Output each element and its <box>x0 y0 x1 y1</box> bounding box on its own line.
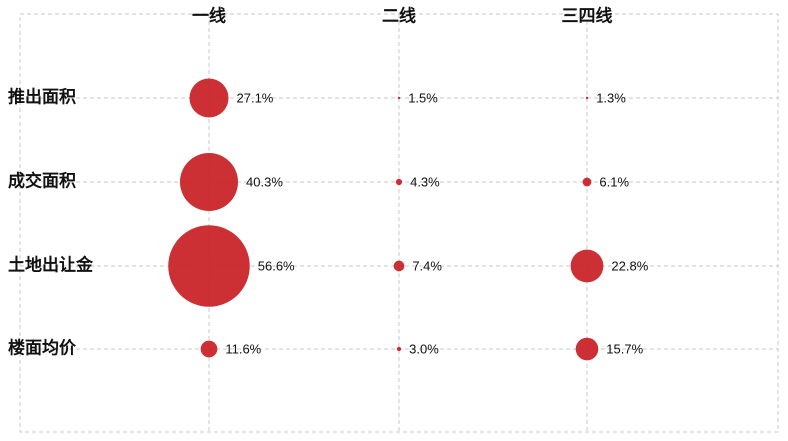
bubble <box>396 346 402 352</box>
plot-border <box>19 13 779 433</box>
column-label: 一线 <box>192 5 226 25</box>
bubble <box>395 178 403 186</box>
bubble <box>179 152 239 212</box>
bubble <box>397 96 401 100</box>
data-label: 1.3% <box>596 90 626 105</box>
bubble <box>393 260 405 272</box>
row-label: 推出面积 <box>8 86 76 106</box>
data-label: 11.6% <box>225 341 261 356</box>
data-label: 15.7% <box>606 341 643 356</box>
data-label: 3.0% <box>409 341 439 356</box>
row-label: 土地出让金 <box>8 254 94 274</box>
row-label: 成交面积 <box>8 170 76 190</box>
bubble <box>575 337 599 361</box>
column-label: 二线 <box>382 5 416 25</box>
bubble <box>168 225 250 307</box>
data-label: 7.4% <box>412 258 442 273</box>
data-label: 6.1% <box>599 174 629 189</box>
column-label: 三四线 <box>562 5 613 25</box>
data-label: 22.8% <box>611 258 648 273</box>
bubble <box>570 249 604 283</box>
bubble <box>582 177 592 187</box>
bubble <box>189 78 229 118</box>
data-label: 27.1% <box>237 90 274 105</box>
data-label: 56.6% <box>258 258 295 273</box>
data-label: 40.3% <box>246 174 283 189</box>
data-label: 1.5% <box>408 90 438 105</box>
row-label: 楼面均价 <box>8 337 77 357</box>
bubble <box>200 340 218 358</box>
data-label: 4.3% <box>410 174 440 189</box>
bubble <box>585 96 589 100</box>
